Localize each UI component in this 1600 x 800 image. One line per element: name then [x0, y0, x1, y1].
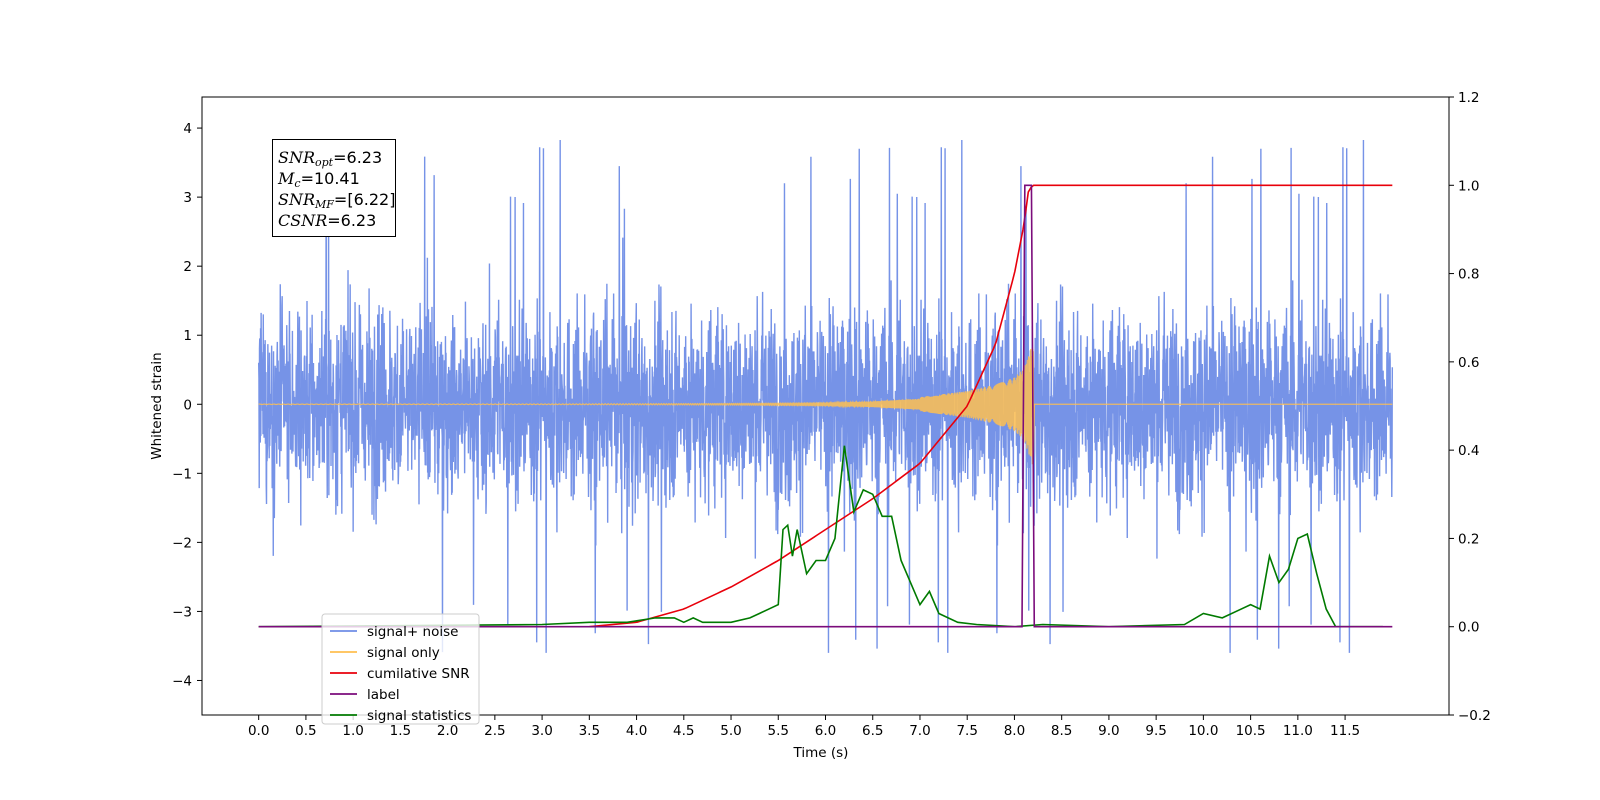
series-cumulative-snr [589, 184, 1393, 628]
snr-opt-line: SNRopt=6.23 [278, 148, 383, 169]
y-left-tick-label: 4 [183, 121, 192, 137]
y-left-tick-label: 3 [183, 190, 192, 206]
legend-label: signal only [367, 645, 440, 661]
x-tick-label: 4.5 [673, 723, 694, 739]
y-right-tick-label: 1.2 [1458, 90, 1479, 106]
x-axis: 0.0 0.5 1.0 1.5 2.0 2.5 3.0 3.5 4.0 4.5 5.0 5.5 6.0 6… [248, 715, 1360, 739]
legend-label: cumilative SNR [367, 666, 470, 682]
y-right-tick-label: 0.0 [1458, 620, 1479, 636]
x-tick-label: 1.0 [342, 723, 363, 739]
legend-label: signal+ noise [367, 624, 458, 640]
x-tick-label: 0.5 [295, 723, 316, 739]
y-left-tick-label: 1 [183, 328, 192, 344]
x-tick-label: 11.5 [1330, 723, 1360, 739]
x-tick-label: 9.0 [1098, 723, 1119, 739]
y-right-tick-label: 1.0 [1458, 178, 1479, 194]
y-right-tick-label: 0.4 [1458, 443, 1479, 459]
y-left-tick-label: −3 [172, 604, 192, 620]
mc-value: =10.41 [300, 169, 360, 188]
x-tick-label: 8.0 [1004, 723, 1025, 739]
x-tick-label: 3.5 [579, 723, 600, 739]
x-tick-label: 2.0 [437, 723, 458, 739]
x-axis-label: Time (s) [793, 745, 849, 761]
series-signal-noise [257, 139, 1394, 653]
x-tick-label: 2.5 [484, 723, 505, 739]
x-tick-label: 6.5 [862, 723, 883, 739]
x-tick-label: 6.0 [815, 723, 836, 739]
series-signal-only [258, 347, 1393, 465]
snr-opt-value: =6.23 [333, 148, 383, 167]
x-tick-label: 0.0 [248, 723, 269, 739]
series-label [258, 184, 1393, 628]
legend-label: label [367, 687, 400, 703]
stats-annotation-box: SNRopt=6.23 Mc=10.41 SNRMF=[6.22] CSNR=6… [272, 139, 396, 237]
x-tick-label: 7.0 [909, 723, 930, 739]
y-left-tick-label: 0 [183, 397, 192, 413]
x-tick-label: 8.5 [1051, 723, 1072, 739]
y-axis-right: −0.2 0.0 0.2 0.4 0.6 0.8 1.0 1.2 [1449, 90, 1491, 724]
legend-box [321, 613, 480, 725]
x-tick-label: 10.0 [1188, 723, 1218, 739]
legend-label: signal statistics [367, 708, 471, 724]
x-tick-label: 1.5 [390, 723, 411, 739]
x-tick-label: 7.5 [956, 723, 977, 739]
y-right-tick-label: 0.8 [1458, 267, 1479, 283]
y-left-tick-label: −2 [172, 535, 192, 551]
x-tick-label: 4.0 [626, 723, 647, 739]
x-tick-label: 5.0 [720, 723, 741, 739]
y-axis-label: Whitened strain [149, 352, 165, 459]
csnr-line: CSNR=6.23 [278, 211, 377, 230]
y-left-tick-label: −4 [172, 673, 192, 689]
y-right-tick-label: −0.2 [1458, 708, 1491, 724]
series-signal-statistics [258, 445, 1383, 628]
y-axis-left: −4 −3 −2 −1 0 1 2 3 4 [172, 121, 202, 689]
y-right-tick-label: 0.2 [1458, 531, 1479, 547]
x-tick-label: 11.0 [1283, 723, 1313, 739]
x-tick-label: 10.5 [1236, 723, 1266, 739]
csnr-value: =6.23 [327, 211, 377, 230]
x-tick-label: 9.5 [1145, 723, 1166, 739]
series-layer [257, 139, 1394, 653]
x-tick-label: 5.5 [768, 723, 789, 739]
y-left-tick-label: −1 [172, 466, 192, 482]
x-tick-label: 3.0 [531, 723, 552, 739]
legend: signal+ noise signal only cumilative SNR la… [321, 613, 480, 725]
snr-mf-line: SNRMF=[6.22] [278, 190, 396, 211]
snr-mf-value: =[6.22] [333, 190, 396, 209]
y-right-tick-label: 0.6 [1458, 355, 1479, 371]
y-left-tick-label: 2 [183, 259, 192, 275]
mc-line: Mc=10.41 [278, 169, 360, 190]
